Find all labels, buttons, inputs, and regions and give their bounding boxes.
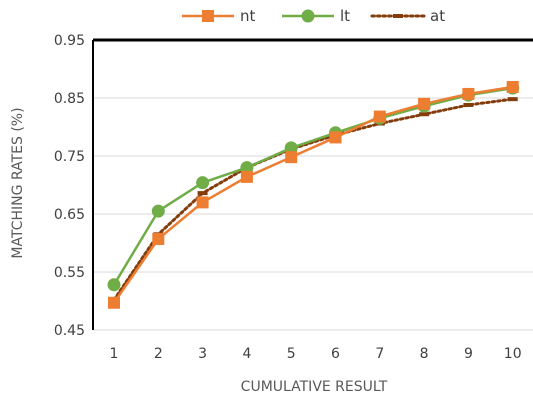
legend-marker-lt	[301, 9, 315, 23]
x-tick-label-0: 1	[110, 346, 119, 362]
point-nt-7	[373, 110, 386, 123]
point-at-8	[419, 112, 430, 117]
point-lt-5	[284, 141, 298, 155]
series-line-nt	[112, 85, 513, 304]
y-tick-label-4: 0.85	[54, 91, 85, 107]
point-lt-3	[196, 176, 210, 190]
x-tick-label-6: 7	[375, 346, 384, 362]
point-nt-6	[329, 131, 342, 144]
legend-item-at: at	[370, 7, 445, 25]
y-tick-label-0: 0.45	[54, 323, 85, 339]
point-lt-1	[107, 278, 121, 292]
x-axis-title: CUMULATIVE RESULT	[241, 379, 388, 395]
legend-label-nt: nt	[240, 7, 256, 25]
point-nt-3	[196, 196, 209, 209]
legend: nt lt at	[182, 7, 445, 25]
point-at-3	[197, 191, 208, 196]
series-line-at	[112, 97, 515, 302]
y-axis-ticks: 0.45 0.55 0.65 0.75 0.85 0.95	[54, 33, 85, 339]
series-layer	[107, 80, 520, 309]
x-tick-label-9: 10	[504, 346, 522, 362]
y-tick-label-2: 0.65	[54, 207, 85, 223]
point-nt-2	[152, 232, 165, 245]
x-axis-ticks: 1 2 3 4 5 6 7 8 9 10	[110, 346, 522, 362]
x-tick-label-2: 3	[198, 346, 207, 362]
x-tick-label-4: 5	[287, 346, 296, 362]
point-nt-9	[462, 87, 475, 100]
legend-marker-at	[393, 14, 403, 18]
point-lt-2	[151, 204, 165, 218]
gridlines	[92, 38, 533, 331]
point-nt-1	[108, 296, 120, 309]
legend-item-lt: lt	[282, 7, 350, 25]
x-tick-label-5: 6	[331, 346, 340, 362]
legend-label-lt: lt	[340, 7, 350, 25]
series-at	[109, 97, 518, 302]
y-axis-title: MATCHING RATES (%)	[10, 107, 26, 258]
legend-label-at: at	[430, 7, 445, 25]
x-tick-label-1: 2	[154, 346, 163, 362]
point-nt-10	[506, 80, 519, 93]
series-nt	[108, 80, 519, 309]
x-tick-label-8: 9	[464, 346, 473, 362]
series-line-lt	[112, 86, 513, 286]
x-tick-label-7: 8	[420, 346, 429, 362]
legend-marker-nt	[202, 10, 214, 22]
y-tick-label-3: 0.75	[54, 149, 85, 165]
point-nt-4	[240, 170, 253, 183]
series-lt	[107, 81, 520, 292]
point-at-10	[507, 97, 518, 102]
legend-item-nt: nt	[182, 7, 256, 25]
y-tick-label-5: 0.95	[54, 33, 85, 49]
point-nt-8	[418, 97, 431, 110]
y-tick-label-1: 0.55	[54, 265, 85, 281]
point-at-9	[463, 102, 474, 107]
x-tick-label-3: 4	[242, 346, 251, 362]
point-lt-4	[240, 161, 254, 175]
point-nt-5	[285, 151, 298, 164]
